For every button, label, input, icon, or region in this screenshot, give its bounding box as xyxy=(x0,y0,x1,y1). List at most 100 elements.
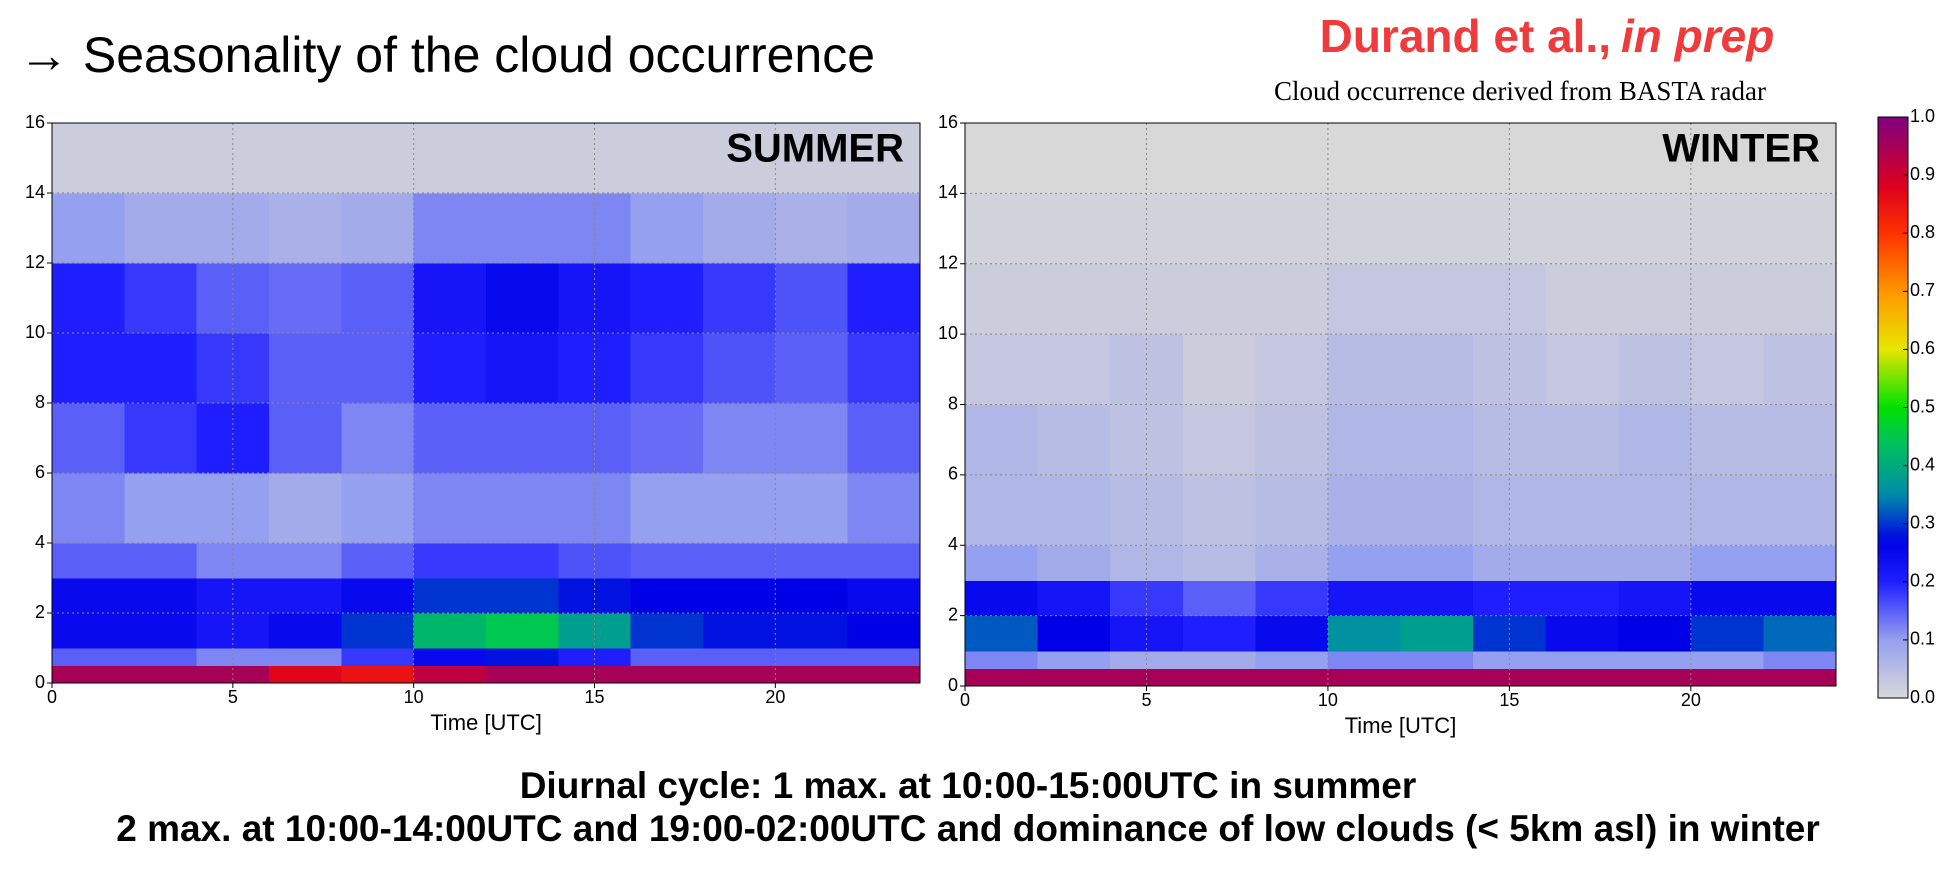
heatmap xyxy=(52,123,921,684)
heatmap-cell xyxy=(341,193,415,264)
heatmap-cell xyxy=(413,648,487,666)
heatmap-cell xyxy=(1763,474,1837,546)
heatmap-cell xyxy=(775,665,849,684)
heatmap-cell xyxy=(1545,650,1619,669)
heatmap-cell xyxy=(269,403,342,474)
heatmap-cell xyxy=(1618,474,1692,546)
x-tick-label: 10 xyxy=(404,687,424,707)
heatmap-cell xyxy=(1400,545,1474,581)
heatmap-cell xyxy=(341,473,415,544)
plot-frame xyxy=(51,122,921,684)
heatmap-cell xyxy=(1255,263,1329,335)
heatmap-cell xyxy=(269,648,342,666)
heatmap-cell xyxy=(1545,193,1619,265)
heatmap-cell xyxy=(1182,545,1256,581)
heatmap-cell xyxy=(486,473,559,544)
heatmap-cell xyxy=(196,648,270,666)
heatmap-cell xyxy=(52,403,125,474)
heatmap-cell xyxy=(847,333,921,404)
heatmap-cell xyxy=(775,263,849,334)
footer-line: Diurnal cycle: 1 max. at 10:00-15:00UTC … xyxy=(520,765,1417,806)
heatmap-cell xyxy=(1545,580,1619,617)
x-tick-label: 20 xyxy=(1681,690,1701,710)
heatmap-cell xyxy=(1327,193,1401,265)
heatmap-cell xyxy=(269,123,342,194)
colorbar-tick-label: 1.0 xyxy=(1910,106,1935,126)
heatmap-cell xyxy=(1037,650,1111,669)
y-tick-label: 8 xyxy=(948,393,958,413)
heatmap-cell xyxy=(1545,263,1619,335)
heatmap-cell xyxy=(124,193,198,264)
heatmap-cell xyxy=(703,333,776,404)
heatmap-cell xyxy=(630,263,704,334)
colorbar-tick-label: 0.7 xyxy=(1910,280,1935,300)
heatmap-cell xyxy=(630,613,704,649)
heatmap-cell xyxy=(486,193,559,264)
heatmap-cell xyxy=(1545,668,1619,687)
heatmap-cell xyxy=(1255,545,1329,581)
heatmap-cell xyxy=(124,473,198,544)
heatmap-cell xyxy=(847,263,921,334)
heatmap-cell xyxy=(1473,474,1547,546)
heatmap-cell xyxy=(1255,123,1329,194)
y-tick-label: 10 xyxy=(25,322,45,342)
heatmap-cell xyxy=(1618,615,1692,652)
heatmap-cell xyxy=(1255,650,1329,669)
heatmap-cell xyxy=(124,263,198,334)
heatmap-cell xyxy=(775,613,849,649)
heatmap-cell xyxy=(1763,334,1837,405)
heatmap-cell xyxy=(1182,668,1256,687)
heatmap-cell xyxy=(124,123,198,194)
heatmap-cell xyxy=(847,123,921,194)
heatmap-cell xyxy=(341,613,415,649)
heatmap-cell xyxy=(52,578,125,614)
heatmap-cell xyxy=(486,613,559,649)
heatmap-cell xyxy=(1690,193,1764,265)
heatmap-cell xyxy=(630,403,704,474)
heatmap-cell xyxy=(703,123,776,194)
slide-title: → Seasonality of the cloud occurrence xyxy=(19,27,875,83)
heatmap-cell xyxy=(1763,650,1837,669)
heatmap-cell xyxy=(1545,334,1619,405)
heatmap-cell xyxy=(413,193,487,264)
x-tick-label: 0 xyxy=(960,690,970,710)
heatmap-cell xyxy=(703,403,776,474)
heatmap-cell xyxy=(1618,334,1692,405)
heatmap-cell xyxy=(1327,404,1401,476)
y-tick-label: 4 xyxy=(35,532,45,552)
heatmap-cell xyxy=(1037,545,1111,581)
heatmap-cell xyxy=(486,333,559,404)
heatmap-cell xyxy=(965,615,1039,652)
heatmap-cell xyxy=(1618,193,1692,265)
heatmap-cell xyxy=(1327,474,1401,546)
heatmap-cell xyxy=(52,665,125,684)
heatmap-cell xyxy=(1182,404,1256,476)
heatmap-cell xyxy=(630,123,704,194)
heatmap-cell xyxy=(486,543,559,579)
heatmap-cell xyxy=(413,403,487,474)
heatmap-cell xyxy=(1400,404,1474,476)
heatmap-cell xyxy=(1690,404,1764,476)
footer-line: 2 max. at 10:00-14:00UTC and 19:00-02:00… xyxy=(116,808,1820,849)
heatmap-cell xyxy=(1182,650,1256,669)
heatmap-cell xyxy=(630,543,704,579)
heatmap-cell xyxy=(775,123,849,194)
heatmap-cell xyxy=(52,123,125,194)
heatmap-cell xyxy=(775,543,849,579)
heatmap-cell xyxy=(486,403,559,474)
colorbar-tick-label: 0.5 xyxy=(1910,396,1935,416)
heatmap-cell xyxy=(965,193,1039,265)
heatmap-cell xyxy=(1327,263,1401,335)
heatmap xyxy=(965,123,1837,687)
y-tick-label: 16 xyxy=(938,112,958,132)
heatmap-cell xyxy=(269,613,342,649)
heatmap-cell xyxy=(413,578,487,614)
heatmap-cell xyxy=(1400,123,1474,194)
heatmap-cell xyxy=(1037,334,1111,405)
y-tick-label: 6 xyxy=(948,464,958,484)
heatmap-cell xyxy=(1255,668,1329,687)
heatmap-cell xyxy=(1327,334,1401,405)
heatmap-cell xyxy=(1400,263,1474,335)
heatmap-cell xyxy=(269,578,342,614)
